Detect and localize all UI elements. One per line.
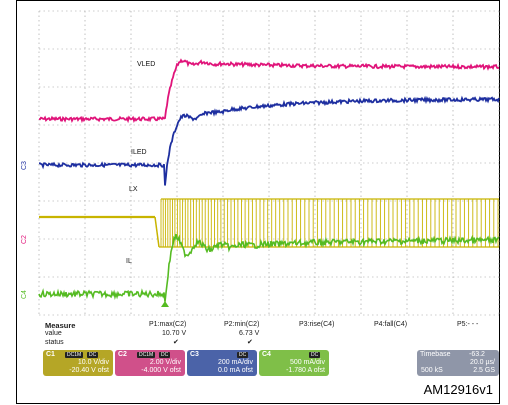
channel-c2-tag: C2 (118, 351, 127, 358)
timebase-scale: 20.0 µs/ (469, 359, 495, 366)
figure-frame: VLED ILED LX IL C3 C2 C4 Measure value status… (16, 0, 500, 404)
channel-c2-offset: -4.000 V ofst (141, 367, 181, 374)
status-check-p1: ✔ (173, 339, 179, 346)
measure-row-value: value (45, 330, 62, 337)
trace-label: ILED (131, 149, 147, 156)
trace-label: IL (126, 258, 132, 265)
ground-marker-label: C2 (21, 235, 28, 244)
coupling-badge: DC (159, 352, 171, 358)
timebase-label: Timebase (420, 351, 451, 358)
grid (38, 10, 500, 316)
lx-edge (154, 216, 160, 248)
channel-c1-offset: -20.40 V ofst (69, 367, 109, 374)
timebase-position: -63.2 (469, 351, 485, 358)
trace-c1-lx (39, 198, 499, 248)
channel-c4-tag: C4 (262, 351, 271, 358)
traces (38, 58, 500, 302)
channel-c2-box[interactable]: C2 DC1M DC 2.00 V/div -4.000 V ofst (115, 350, 185, 376)
channel-c4-box[interactable]: C4 DC 500 mA/div -1.780 A ofst (259, 350, 329, 376)
measure-col-p1[interactable]: P1:max(C2) (149, 321, 187, 328)
ground-marker-label: C3 (21, 161, 28, 170)
timebase-rate: 2.5 GS (473, 367, 495, 374)
measure-col-p5[interactable]: P5:- - - (457, 321, 479, 328)
trace-c3-iled (39, 95, 500, 186)
measure-col-p4[interactable]: P4:fall(C4) (374, 321, 408, 328)
channel-c1-scale: 10.0 V/div (77, 359, 109, 366)
measure-row-status: status (45, 339, 64, 346)
channel-c4-offset: -1.780 A ofst (286, 367, 325, 374)
ground-marker-label: C4 (21, 290, 28, 299)
channel-c4-scale: 500 mA/div (289, 359, 325, 366)
status-check-p2: ✔ (247, 339, 253, 346)
ground-markers: C3 C2 C4 (21, 161, 169, 307)
measure-value-p1: 10.70 V (162, 330, 187, 337)
measure-col-p2[interactable]: P2:min(C2) (224, 321, 260, 328)
measure-title: Measure (45, 321, 76, 330)
oscilloscope-chart: VLED ILED LX IL C3 C2 C4 (21, 10, 500, 316)
timebase-samples: 500 kS (421, 367, 443, 374)
channel-c2-scale: 2.00 V/div (149, 359, 181, 366)
channel-c3-scale: 200 mA/div (217, 359, 253, 366)
coupling-badge: DC (237, 352, 249, 358)
timebase-box[interactable]: Timebase -63.2 20.0 µs/ 500 kS 2.5 GS (417, 350, 499, 376)
channel-c3-offset: 0.0 mA ofst (217, 367, 253, 374)
trigger-marker-icon (161, 301, 169, 307)
figure-reference-code: AM12916v1 (423, 382, 493, 397)
coupling-badge: DC (87, 352, 99, 358)
coupling-badge: DC1M (65, 352, 84, 358)
trace-label: LX (129, 186, 138, 193)
trace-labels: VLED ILED LX IL (126, 61, 155, 265)
channel-c3-tag: C3 (190, 351, 199, 358)
channel-c3-box[interactable]: C3 DC 200 mA/div 0.0 mA ofst (187, 350, 257, 376)
channel-c1-box[interactable]: C1 DC1M DC 10.0 V/div -20.40 V ofst (43, 350, 113, 376)
trace-c2-vled (38, 58, 500, 124)
channel-c1-tag: C1 (46, 351, 55, 358)
coupling-badge: DC (309, 352, 321, 358)
trace-c4-il (38, 233, 500, 302)
trace-label: VLED (137, 61, 155, 68)
coupling-badge: DC1M (137, 352, 156, 358)
measure-col-p3[interactable]: P3:rise(C4) (299, 321, 335, 328)
measure-value-p2: 6.73 V (239, 330, 260, 337)
